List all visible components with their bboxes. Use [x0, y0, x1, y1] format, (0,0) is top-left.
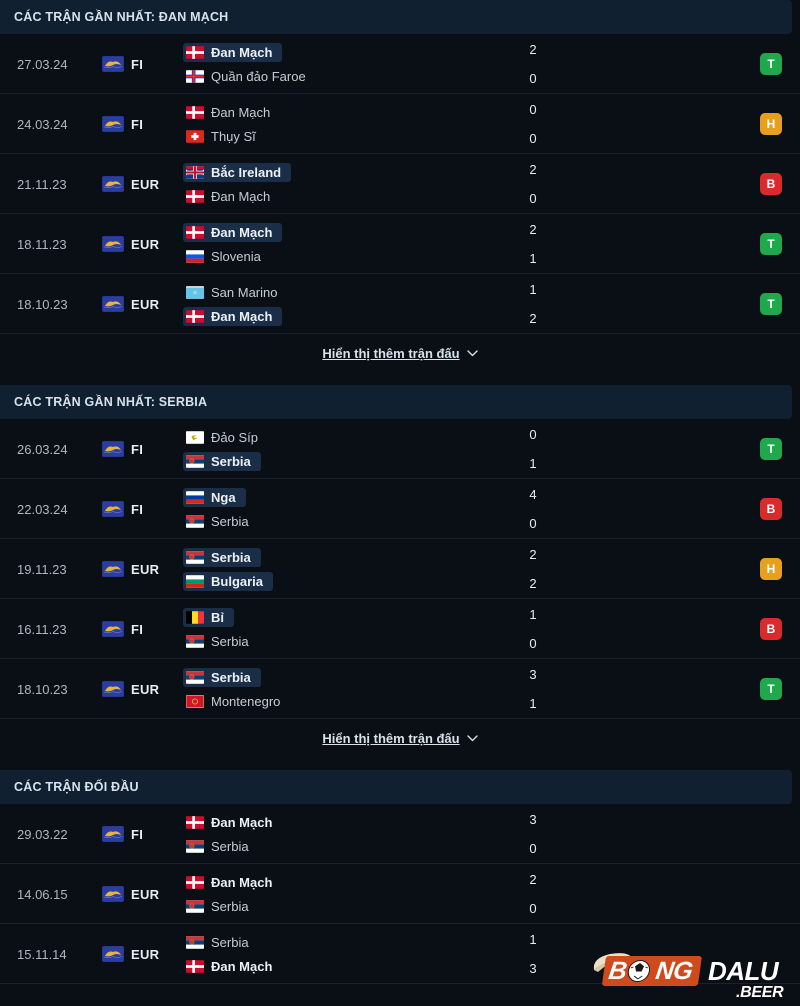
svg-text:NG: NG — [654, 957, 694, 985]
svg-text:.BEER: .BEER — [736, 984, 784, 1001]
svg-text:DALU: DALU — [708, 956, 780, 986]
